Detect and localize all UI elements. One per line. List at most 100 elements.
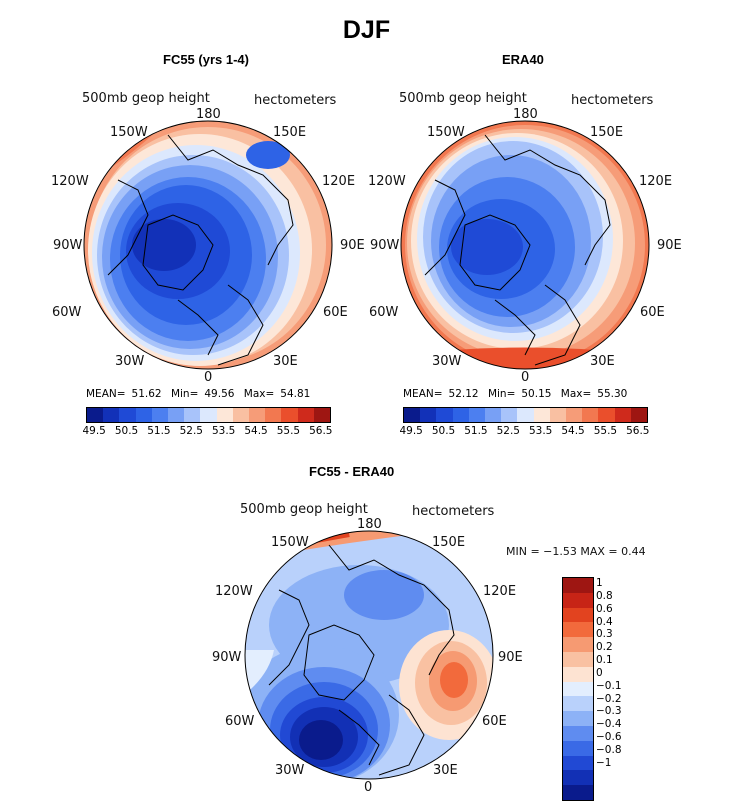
left-lon-120e: 120E	[322, 174, 356, 189]
colorbar-swatch	[420, 408, 437, 422]
colorbar-swatch	[563, 755, 593, 771]
colorbar-tick: 0.8	[596, 589, 613, 602]
left-field-label: 500mb geop height	[82, 91, 210, 106]
left-lon-60e: 60E	[323, 305, 348, 320]
colorbar-swatch	[200, 408, 217, 422]
colorbar-swatch	[313, 408, 331, 422]
colorbar-swatch	[184, 408, 201, 422]
left-lon-60w: 60W	[52, 305, 82, 320]
right-stats: MEAN= 52.12 Min= 50.15 Max= 55.30	[403, 388, 628, 400]
right-field-label: 500mb geop height	[399, 91, 527, 106]
right-lon-90e: 90E	[657, 238, 682, 253]
diff-lon-90w: 90W	[212, 650, 242, 665]
colorbar-swatch	[563, 592, 593, 608]
colorbar-tick: −0.8	[596, 743, 622, 756]
colorbar-swatch	[103, 408, 120, 422]
colorbar-swatch	[265, 408, 282, 422]
colorbar-swatch	[281, 408, 298, 422]
left-lon-120w: 120W	[51, 174, 89, 189]
right-lon-30w: 30W	[432, 354, 462, 369]
colorbar-swatch	[249, 408, 266, 422]
colorbar-swatch	[598, 408, 615, 422]
colorbar-tick: 51.5	[464, 425, 488, 437]
diff-lon-90e: 90E	[498, 650, 523, 665]
colorbar-swatch	[563, 696, 593, 712]
colorbar-swatch	[533, 408, 550, 422]
colorbar-swatch	[549, 408, 567, 422]
right-lon-120e: 120E	[639, 174, 673, 189]
left-lon-180: 180	[196, 107, 221, 122]
diff-lon-60w: 60W	[225, 714, 255, 729]
left-units-label: hectometers	[254, 93, 337, 108]
colorbar-tick: 56.5	[309, 425, 333, 437]
colorbar-swatch	[119, 408, 136, 422]
diff-polar-map	[244, 530, 494, 780]
right-colorbar-ticks: 49.5 50.5 51.5 52.5 53.5 54.5 55.5 56.5	[395, 425, 654, 437]
diff-lon-150e: 150E	[432, 535, 466, 550]
colorbar-tick: 1	[596, 577, 603, 589]
colorbar-swatch	[563, 637, 593, 652]
colorbar-tick: 51.5	[147, 425, 171, 437]
right-lon-60e: 60E	[640, 305, 665, 320]
diff-lon-60e: 60E	[482, 714, 507, 729]
colorbar-tick: 52.5	[496, 425, 520, 437]
colorbar-swatch	[404, 408, 421, 422]
left-stats: MEAN= 51.62 Min= 49.56 Max= 54.81	[86, 388, 311, 400]
diff-lon-150w: 150W	[271, 535, 309, 550]
colorbar-swatch	[436, 408, 453, 422]
colorbar-swatch	[563, 711, 593, 726]
colorbar-tick: 50.5	[114, 425, 139, 437]
colorbar-swatch	[135, 408, 152, 422]
left-colorbar-ticks: 49.5 50.5 51.5 52.5 53.5 54.5 55.5 56.5	[78, 425, 337, 437]
colorbar-tick: 56.5	[626, 425, 650, 437]
colorbar-swatch	[501, 408, 518, 422]
left-polar-map	[83, 120, 333, 370]
left-lon-30w: 30W	[115, 354, 145, 369]
colorbar-swatch	[216, 408, 233, 422]
colorbar-tick: 0	[596, 666, 603, 679]
diff-lon-30e: 30E	[433, 763, 458, 778]
colorbar-tick: 0.3	[596, 628, 613, 641]
right-polar-map	[400, 120, 650, 370]
colorbar-tick: −0.6	[596, 731, 622, 744]
colorbar-tick: 53.5	[528, 425, 553, 437]
right-lon-180: 180	[513, 107, 538, 122]
colorbar-swatch	[232, 408, 250, 422]
right-lon-0: 0	[521, 370, 530, 385]
colorbar-swatch	[452, 408, 469, 422]
colorbar-tick: 54.5	[244, 425, 268, 437]
colorbar-tick: 0.1	[596, 654, 613, 667]
colorbar-swatch	[563, 725, 593, 741]
diff-colorbar	[562, 577, 594, 801]
left-lon-90w: 90W	[53, 238, 83, 253]
left-lon-90e: 90E	[340, 238, 365, 253]
colorbar-swatch	[563, 651, 593, 667]
colorbar-swatch	[563, 770, 593, 786]
diff-lon-0: 0	[364, 780, 373, 795]
figure-title: DJF	[342, 16, 391, 44]
left-lon-30e: 30E	[273, 354, 298, 369]
diff-lon-180: 180	[357, 517, 382, 532]
right-lon-60w: 60W	[369, 305, 399, 320]
right-lon-120w: 120W	[368, 174, 406, 189]
diff-lon-120w: 120W	[215, 584, 253, 599]
colorbar-tick: 49.5	[82, 425, 106, 437]
colorbar-tick: 54.5	[561, 425, 585, 437]
right-panel-title: ERA40	[502, 52, 544, 67]
colorbar-tick: 50.5	[431, 425, 456, 437]
colorbar-tick: 53.5	[211, 425, 236, 437]
right-lon-150w: 150W	[427, 125, 465, 140]
right-lon-150e: 150E	[590, 125, 624, 140]
left-colorbar	[86, 407, 331, 423]
colorbar-swatch	[151, 408, 169, 422]
diff-lon-30w: 30W	[275, 763, 305, 778]
colorbar-tick: 55.5	[276, 425, 301, 437]
left-panel-title: FC55 (yrs 1-4)	[163, 52, 249, 67]
colorbar-swatch	[563, 622, 593, 638]
diff-units-label: hectometers	[412, 504, 495, 519]
colorbar-swatch	[87, 408, 104, 422]
right-colorbar	[403, 407, 648, 423]
colorbar-swatch	[566, 408, 583, 422]
colorbar-swatch	[563, 666, 593, 682]
diff-minmax: MIN = −1.53 MAX = 0.44	[506, 545, 646, 558]
